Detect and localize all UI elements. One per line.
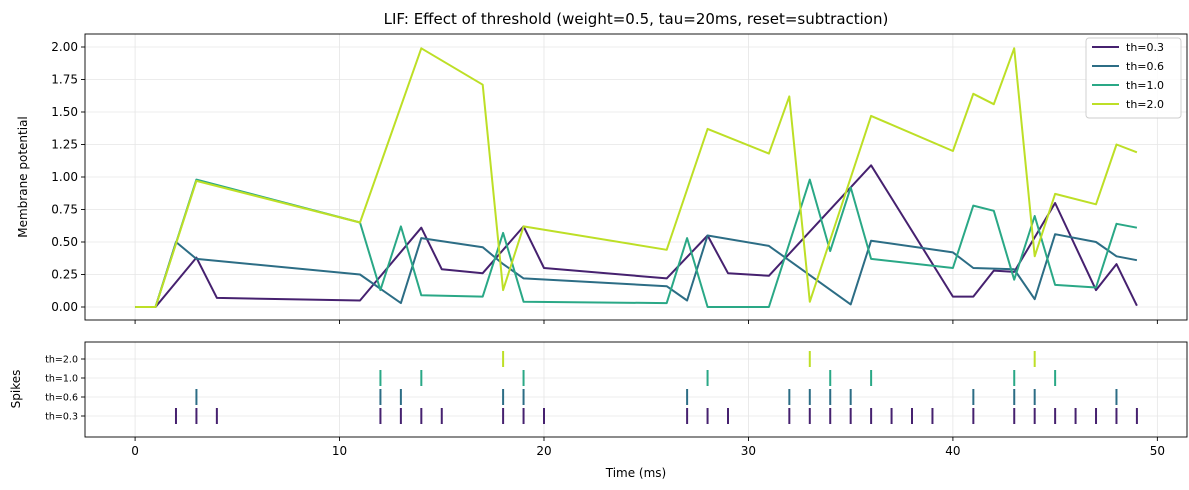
series-line [135,47,1138,308]
legend-label: th=0.3 [1126,41,1164,54]
legend-label: th=1.0 [1126,79,1164,92]
main-y-ticks: 0.00 0.25 0.50 0.75 1.00 1.25 1.50 1.75 2.00 [51,40,85,314]
raster-y-ticks: th=0.3 th=0.6 th=1.0 th=2.0 [45,355,85,423]
x-tick-label: 30 [741,444,756,458]
x-tick-label: 50 [1150,444,1165,458]
x-tick-label: 40 [945,444,960,458]
raster-row-label: th=0.3 [45,412,78,423]
main-y-axis-label: Membrane potential [16,116,30,238]
x-tick-label: 10 [332,444,347,458]
raster-plot-frame [84,341,1188,438]
legend-box [1085,37,1182,119]
main-plot: 0.00 0.25 0.50 0.75 1.00 1.25 1.50 1.75 2.00 Mem… [16,33,1188,324]
legend-label: th=0.6 [1126,60,1164,73]
y-tick-label: 0.75 [51,203,78,217]
main-grid [85,34,1187,320]
series-line [135,164,1138,308]
y-tick-label: 1.25 [51,138,78,152]
y-tick-label: 2.00 [51,40,78,54]
raster-y-axis-label: Spikes [9,370,23,409]
raster-grid [85,342,1187,437]
raster-plot: th=0.3 th=0.6 th=1.0 th=2.0 0 10 20 30 40 50 Spi… [9,341,1188,480]
y-tick-label: 1.50 [51,105,78,119]
raster-row-label: th=0.6 [45,393,78,404]
y-tick-label: 1.75 [51,73,78,87]
raster-row-label: th=1.0 [45,374,78,385]
raster-x-ticks: 0 10 20 30 40 50 [131,437,1165,458]
raster-row-label: th=2.0 [45,355,78,366]
y-tick-label: 0.50 [51,235,78,249]
y-tick-label: 1.00 [51,170,78,184]
x-tick-label: 20 [536,444,551,458]
y-tick-label: 0.00 [51,300,78,314]
x-axis-label: Time (ms) [605,466,667,480]
series-lines [135,47,1138,308]
legend-label: th=2.0 [1126,98,1164,111]
y-tick-label: 0.25 [51,268,78,282]
series-line [135,233,1138,308]
series-line [135,178,1138,308]
main-x-ticks [134,320,1158,324]
legend: th=0.3 th=0.6 th=1.0 th=2.0 [1085,37,1182,119]
chart-title: LIF: Effect of threshold (weight=0.5, ta… [384,10,889,28]
spike-raster [174,351,1138,424]
x-tick-label: 0 [131,444,139,458]
